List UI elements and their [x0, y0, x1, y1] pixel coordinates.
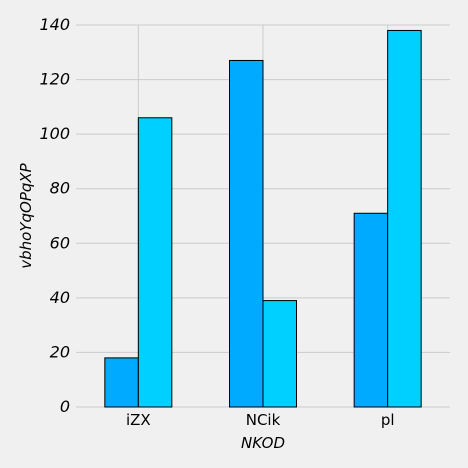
- x-tick-label: NCik: [246, 411, 281, 429]
- bar-series-2: [137, 117, 173, 408]
- y-tick-label: 100: [39, 124, 70, 143]
- bars: [104, 29, 422, 408]
- x-tick-labels: iZX NCik pl: [126, 411, 395, 429]
- y-axis-label: vbhoYqOPqXP: [17, 162, 35, 268]
- y-tick-label: 120: [39, 70, 70, 89]
- y-tick-label: 0: [60, 397, 70, 416]
- y-tick-label: 40: [50, 288, 70, 307]
- y-tick-label: 60: [50, 233, 70, 252]
- bar-series-1: [353, 212, 389, 408]
- y-tick-label: 20: [50, 342, 70, 361]
- x-axis-label: NKOD: [241, 434, 285, 452]
- bar-series-1: [229, 59, 264, 408]
- bar-series-2: [387, 29, 422, 408]
- x-tick-label: pl: [381, 411, 395, 429]
- y-tick-labels: 0 20 40 60 80 100 120 140: [39, 15, 70, 416]
- y-tick-label: 80: [50, 179, 70, 198]
- bar-series-1: [104, 357, 139, 408]
- bar-series-2: [262, 300, 297, 408]
- y-tick-label: 140: [39, 15, 70, 34]
- x-tick-label: iZX: [126, 411, 151, 429]
